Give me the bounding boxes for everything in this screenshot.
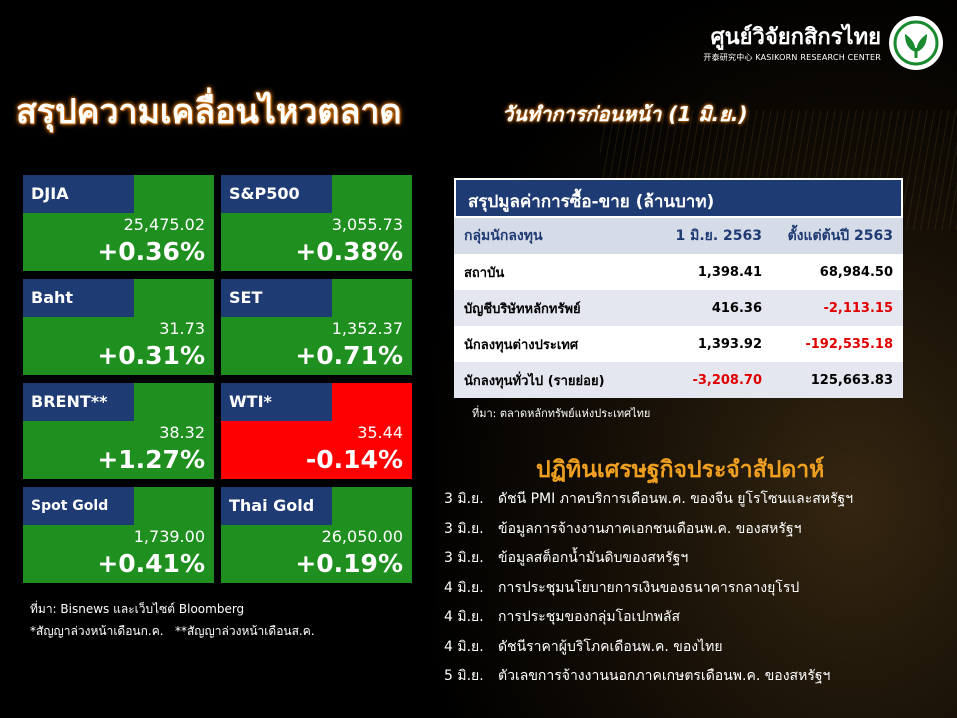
event-date: 4 มิ.ย. (444, 638, 484, 655)
table-row: นักลงทุนทั่วไป (รายย่อย) -3,208.70 125,6… (454, 362, 903, 398)
tile-change: +1.27% (97, 445, 205, 474)
event-text: ข้อมูลการจ้างงานภาคเอกชนเดือนพ.ค. ของสหร… (498, 520, 802, 537)
row-group: นักลงทุนทั่วไป (รายย่อย) (464, 373, 605, 389)
row-ytd: 68,984.50 (819, 264, 893, 280)
tile-value: 26,050.00 (321, 527, 403, 546)
row-ytd: -2,113.15 (823, 300, 893, 316)
tile-label: S&P500 (221, 175, 332, 213)
table-row: นักลงทุนต่างประเทศ 1,393.92 -192,535.18 (454, 326, 903, 362)
trade-summary-table: สรุปมูลค่าการซื้อ-ขาย (ล้านบาท) กลุ่มนัก… (454, 178, 903, 398)
tile-change: +0.71% (295, 341, 403, 370)
table-row: สถาบัน 1,398.41 68,984.50 (454, 254, 903, 290)
tile-label: Thai Gold (221, 487, 332, 525)
list-item: 4 มิ.ย. การประชุมของกลุ่มโอเปกพลัส (444, 606, 853, 636)
tile-source-note: ที่มา: Bisnews และเว็บไซต์ Bloomberg (30, 602, 245, 616)
table-row: บัญชีบริษัทหลักทรัพย์ 416.36 -2,113.15 (454, 290, 903, 326)
tile-label: SET (221, 279, 332, 317)
tile-value: 1,352.37 (331, 319, 403, 338)
row-day: -3,208.70 (692, 372, 762, 388)
tile-brent: BRENT** 38.32 +1.27% (23, 383, 214, 479)
logo-text: ศูนย์วิจัยกสิกรไทย 开泰研究中心 KASIKORN RESEA… (703, 24, 881, 63)
table-title: สรุปมูลค่าการซื้อ-ขาย (ล้านบาท) (454, 178, 903, 218)
tile-value: 31.73 (159, 319, 205, 338)
row-group: สถาบัน (464, 265, 505, 281)
tile-value: 1,739.00 (133, 527, 205, 546)
logo-name: ศูนย์วิจัยกสิกรไทย (710, 24, 881, 50)
row-group: บัญชีบริษัทหลักทรัพย์ (464, 301, 581, 317)
tile-change: +0.38% (295, 237, 403, 266)
calendar-list: 3 มิ.ย. ดัชนี PMI ภาคบริการเดือนพ.ค. ของ… (444, 488, 853, 695)
tile-label: Spot Gold (23, 487, 134, 525)
row-day: 1,398.41 (697, 264, 762, 280)
tile-label: WTI* (221, 383, 332, 421)
page-title: สรุปความเคลื่อนไหวตลาด (16, 92, 402, 132)
tile-value: 35.44 (357, 423, 403, 442)
row-day: 1,393.92 (697, 336, 762, 352)
event-date: 3 มิ.ย. (444, 520, 484, 537)
tile-value: 38.32 (159, 423, 205, 442)
event-text: ดัชนี PMI ภาคบริการเดือนพ.ค. ของจีน ยูโร… (498, 491, 854, 507)
header-ytd: ตั้งแต่ต้นปี 2563 (787, 228, 893, 244)
kasikorn-logo: ศูนย์วิจัยกสิกรไทย 开泰研究中心 KASIKORN RESEA… (703, 16, 943, 70)
table-header-row: กลุ่มนักลงทุน 1 มิ.ย. 2563 ตั้งแต่ต้นปี … (454, 218, 903, 254)
tile-value: 3,055.73 (331, 215, 403, 234)
header-group: กลุ่มนักลงทุน (464, 228, 543, 244)
event-date: 3 มิ.ย. (444, 491, 484, 507)
event-date: 4 มิ.ย. (444, 579, 484, 596)
event-text: ดัชนีราคาผู้บริโภคเดือนพ.ค. ของไทย (498, 638, 723, 655)
tile-wti: WTI* 35.44 -0.14% (221, 383, 412, 479)
event-date: 5 มิ.ย. (444, 668, 484, 684)
tile-notes: ที่มา: Bisnews และเว็บไซต์ Bloomberg *สั… (30, 598, 315, 642)
event-text: ตัวเลขการจ้างงานนอกภาคเกษตรเดือนพ.ค. ของ… (498, 668, 831, 684)
tile-change: +0.41% (97, 549, 205, 578)
event-text: ข้อมูลสต็อกน้ำมันดิบของสหรัฐฯ (498, 550, 689, 566)
tile-label: Baht (23, 279, 134, 317)
tile-baht: Baht 31.73 +0.31% (23, 279, 214, 375)
event-date: 4 มิ.ย. (444, 609, 484, 625)
row-ytd: -192,535.18 (805, 336, 893, 352)
tile-label: BRENT** (23, 383, 134, 421)
event-text: การประชุมนโยบายการเงินของธนาคารกลางยุโรป (498, 579, 800, 596)
list-item: 4 มิ.ย. ดัชนีราคาผู้บริโภคเดือนพ.ค. ของไ… (444, 636, 853, 666)
calendar-title: ปฏิทินเศรษฐกิจประจำสัปดาห์ (536, 457, 825, 483)
list-item: 3 มิ.ย. ข้อมูลสต็อกน้ำมันดิบของสหรัฐฯ (444, 547, 853, 577)
row-group: นักลงทุนต่างประเทศ (464, 337, 579, 353)
table-source-note: ที่มา: ตลาดหลักทรัพย์แห่งประเทศไทย (472, 407, 651, 420)
list-item: 3 มิ.ย. ดัชนี PMI ภาคบริการเดือนพ.ค. ของ… (444, 488, 853, 518)
event-text: การประชุมของกลุ่มโอเปกพลัส (498, 609, 681, 625)
logo-subtitle: 开泰研究中心 KASIKORN RESEARCH CENTER (703, 52, 881, 62)
tile-label: DJIA (23, 175, 134, 213)
page-subtitle: วันทำการก่อนหน้า (1 มิ.ย.) (502, 102, 748, 126)
row-ytd: 125,663.83 (810, 372, 893, 388)
tile-change: +0.36% (97, 237, 205, 266)
tile-change: +0.31% (97, 341, 205, 370)
tile-thai-gold: Thai Gold 26,050.00 +0.19% (221, 487, 412, 583)
list-item: 3 มิ.ย. ข้อมูลการจ้างงานภาคเอกชนเดือนพ.ค… (444, 518, 853, 548)
tile-spot-gold: Spot Gold 1,739.00 +0.41% (23, 487, 214, 583)
tile-footnote: *สัญญาล่วงหน้าเดือนก.ค. **สัญญาล่วงหน้าเ… (30, 624, 315, 638)
tile-value: 25,475.02 (123, 215, 205, 234)
row-day: 416.36 (711, 300, 762, 316)
tile-djia: DJIA 25,475.02 +0.36% (23, 175, 214, 271)
tile-sp500: S&P500 3,055.73 +0.38% (221, 175, 412, 271)
tile-set: SET 1,352.37 +0.71% (221, 279, 412, 375)
list-item: 5 มิ.ย. ตัวเลขการจ้างงานนอกภาคเกษตรเดือน… (444, 665, 853, 695)
tile-change: +0.19% (295, 549, 403, 578)
header-day: 1 มิ.ย. 2563 (675, 228, 762, 244)
event-date: 3 มิ.ย. (444, 550, 484, 566)
tile-change: -0.14% (305, 445, 403, 474)
kbank-leaf-icon (889, 16, 943, 70)
list-item: 4 มิ.ย. การประชุมนโยบายการเงินของธนาคารก… (444, 577, 853, 607)
